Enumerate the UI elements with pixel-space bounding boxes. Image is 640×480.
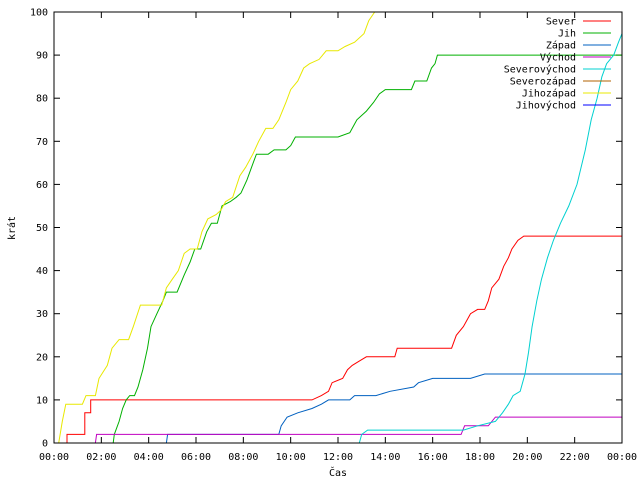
y-tick-label: 100	[30, 8, 48, 19]
y-tick-label: 40	[36, 266, 48, 277]
x-axis-title: Čas	[329, 466, 347, 479]
y-tick-label: 60	[36, 180, 48, 191]
y-tick-label: 70	[36, 137, 48, 148]
x-tick-label: 06:00	[181, 452, 211, 463]
x-tick-label: 14:00	[370, 452, 400, 463]
legend: SeverJihZápadVýchodSeverovýchodSeverozáp…	[504, 17, 611, 112]
x-tick-label: 02:00	[86, 452, 116, 463]
x-tick-label: 08:00	[228, 452, 258, 463]
x-tick-label: 10:00	[276, 452, 306, 463]
y-tick-label: 30	[36, 309, 48, 320]
legend-label: Jihozápad	[522, 88, 576, 100]
y-tick-label: 80	[36, 94, 48, 105]
y-tick-label: 50	[36, 223, 48, 234]
y-tick-label: 90	[36, 51, 48, 62]
series-line-3	[54, 373, 622, 444]
series-line-5	[54, 33, 623, 444]
legend-label: Západ	[546, 40, 576, 52]
legend-label: Severozápad	[510, 76, 576, 88]
x-tick-label: 12:00	[323, 452, 353, 463]
x-tick-label: 00:00	[607, 452, 637, 463]
x-tick-label: 22:00	[560, 452, 590, 463]
x-tick-label: 20:00	[512, 452, 542, 463]
legend-label: Severovýchod	[504, 64, 576, 76]
x-tick-label: 04:00	[134, 452, 164, 463]
axis-tick-labels: 0 10 20 30 40 50 60 70 80 90 100 00:00 02:00 04:00 06:…	[30, 8, 637, 464]
legend-label: Východ	[540, 52, 576, 64]
legend-label: Jihovýchod	[516, 100, 576, 112]
x-tick-label: 16:00	[418, 452, 448, 463]
series-line-2	[54, 54, 622, 444]
x-tick-label: 00:00	[39, 452, 69, 463]
y-tick-label: 10	[36, 395, 48, 406]
legend-label: Sever	[546, 17, 576, 28]
series-line-1	[66, 235, 622, 443]
series-line-7	[58, 11, 376, 444]
x-tick-label: 18:00	[465, 452, 495, 463]
legend-label: Jih	[558, 29, 576, 40]
plot-frame	[53, 11, 623, 444]
y-tick-label: 0	[42, 439, 48, 450]
y-tick-label: 20	[36, 352, 48, 363]
y-axis-title: krát	[6, 216, 18, 240]
series-lines	[54, 11, 623, 444]
